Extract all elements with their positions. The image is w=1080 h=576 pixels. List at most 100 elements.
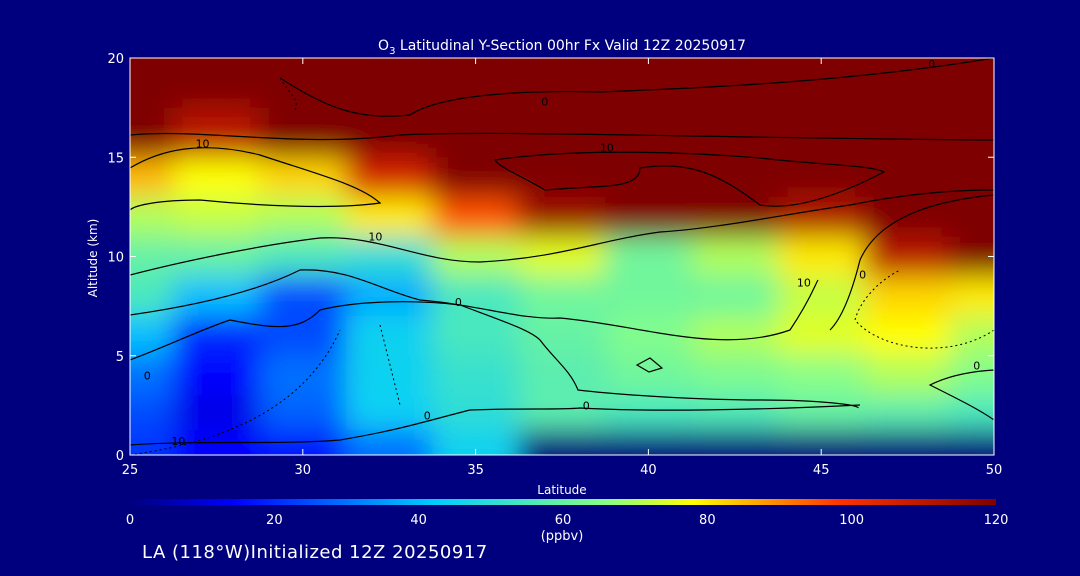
- field-cell: [864, 107, 951, 158]
- field-cell: [950, 236, 994, 277]
- field-cell: [691, 196, 778, 237]
- field-cell: [950, 355, 994, 396]
- field-cell: [130, 355, 174, 396]
- field-cell: [518, 355, 606, 396]
- field-cell: [173, 316, 260, 356]
- field-cell: [778, 58, 865, 108]
- contour-line-dotted-mid: [379, 324, 401, 406]
- field-cell: [605, 236, 692, 277]
- field-cell: [778, 236, 865, 277]
- colorbar-tick-label: 0: [126, 513, 134, 528]
- field-cell: [691, 58, 778, 108]
- contour-label: 0: [455, 296, 462, 309]
- field-cell: [346, 196, 433, 237]
- contour-lines: [130, 58, 994, 446]
- field-cell: [864, 157, 951, 197]
- contour-line-dotted-low: [130, 329, 341, 455]
- field-cell: [950, 316, 994, 356]
- field-cell: [173, 430, 260, 455]
- field-cell: [691, 107, 778, 158]
- field-cell: [432, 107, 519, 158]
- colorbar: [130, 499, 996, 505]
- colorbar-unit: (ppbv): [541, 529, 584, 544]
- contour-label: 0: [928, 58, 935, 71]
- chart-title-subscript: 3: [389, 46, 395, 57]
- field-cell: [130, 430, 174, 455]
- field-cell: [518, 276, 606, 317]
- field-cell: [259, 355, 346, 396]
- contour-line-0-low: [130, 404, 861, 446]
- field-cell: [432, 316, 519, 356]
- field-cell: [778, 355, 865, 396]
- field-cell: [691, 355, 778, 396]
- contour-line-10-upper: [130, 147, 382, 211]
- field-cell: [346, 107, 433, 158]
- field-cell: [864, 236, 951, 277]
- field-cell: [605, 276, 692, 317]
- contour-lines-dotted: [130, 77, 994, 455]
- y-axis: 0 5 10 15 20: [107, 52, 994, 464]
- field-cell: [691, 316, 778, 356]
- field-cell: [130, 316, 174, 356]
- contour-line-10-lower: [130, 269, 819, 341]
- field-cell: [432, 395, 519, 431]
- contour-label: 10: [196, 137, 210, 150]
- field-cell: [130, 58, 174, 108]
- y-tick-label: 15: [107, 151, 124, 166]
- field-cell: [173, 157, 260, 197]
- field-cell: [259, 395, 346, 431]
- field-cell: [130, 395, 174, 431]
- field-cell: [691, 157, 778, 197]
- field-cell: [518, 157, 606, 197]
- field-cell: [950, 196, 994, 237]
- field-cell: [691, 236, 778, 277]
- field-cell: [864, 58, 951, 108]
- contour-label: 10: [797, 276, 811, 289]
- y-tick-label: 0: [116, 449, 124, 464]
- chart-title-rest: Latitudinal Y-Section 00hr Fx Valid 12Z …: [395, 38, 746, 54]
- colorbar-tick-label: 40: [410, 513, 427, 528]
- field-cell: [950, 58, 994, 108]
- field-cell: [691, 430, 778, 455]
- field-cell: [691, 395, 778, 431]
- y-axis-label: Altitude (km): [86, 219, 100, 298]
- contour-line-0-mid: [130, 301, 859, 409]
- field-cell: [864, 395, 951, 431]
- contour-line-right: [829, 194, 994, 331]
- field-cell: [346, 355, 433, 396]
- contour-label: 0: [541, 96, 548, 109]
- field-cell: [605, 107, 692, 158]
- contour-line-dotted-right: [854, 269, 994, 349]
- field-cell: [173, 236, 260, 277]
- x-axis: 25 30 35 40 45 50: [122, 58, 1002, 478]
- contour-line-right-low: [928, 369, 994, 421]
- ozone-field: [130, 58, 994, 455]
- field-cell: [432, 236, 519, 277]
- field-cell: [518, 58, 606, 108]
- field-cell: [950, 276, 994, 317]
- field-cell: [259, 196, 346, 237]
- plot-area: 10 10 10 10 10 0 0 0 0 0 0 0 0: [130, 58, 994, 455]
- field-cell: [950, 430, 994, 455]
- field-cell: [173, 395, 260, 431]
- field-cell: [778, 107, 865, 158]
- field-cell: [518, 316, 606, 356]
- field-cell: [130, 107, 174, 158]
- field-cell: [864, 196, 951, 237]
- field-cell: [950, 107, 994, 158]
- field-cell: [778, 316, 865, 356]
- field-cell: [950, 395, 994, 431]
- x-tick-label: 30: [295, 463, 312, 478]
- contour-label: 0: [583, 399, 590, 412]
- field-cell: [346, 395, 433, 431]
- colorbar-tick-label: 60: [555, 513, 572, 528]
- x-axis-label: Latitude: [537, 483, 586, 497]
- contour-loop-upper: [494, 151, 886, 207]
- field-cell: [173, 276, 260, 317]
- colorbar-tick-label: 120: [984, 513, 1009, 528]
- field-cell: [259, 157, 346, 197]
- chart-title-o: O: [378, 38, 389, 54]
- contour-label: 10: [171, 435, 185, 448]
- field-cell: [864, 316, 951, 356]
